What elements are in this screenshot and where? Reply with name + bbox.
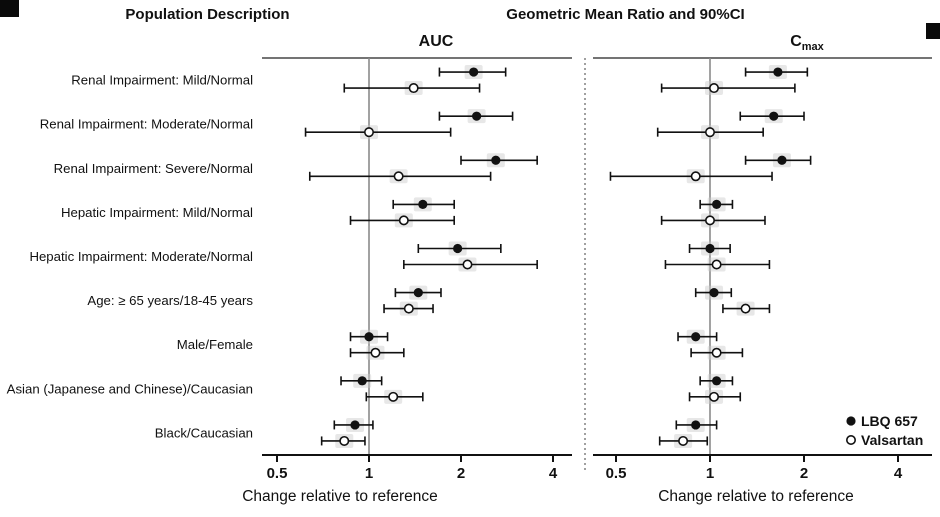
lbq657-marker — [469, 67, 479, 77]
x-axis-title: Change relative to reference — [242, 488, 438, 505]
valsartan-marker — [704, 127, 715, 138]
lbq657-marker — [418, 199, 428, 209]
category-label: Renal Impairment: Severe/Normal — [54, 161, 253, 176]
legend-label: Valsartan — [861, 432, 923, 448]
valsartan-marker — [709, 391, 720, 402]
lbq657-marker — [773, 67, 783, 77]
lbq657-marker — [769, 111, 779, 121]
panel-auc: AUC 0.5 1 2 4 Change relative to reference — [242, 33, 572, 505]
lbq657-marker — [712, 376, 722, 386]
valsartan-marker — [398, 215, 409, 226]
valsartan-marker — [339, 435, 350, 446]
lbq657-marker — [691, 420, 701, 430]
x-axis-title: Change relative to reference — [658, 488, 854, 505]
valsartan-marker — [388, 391, 399, 402]
panel-cmax: Cmax 0.5 1 2 4 Change relative to reference — [593, 33, 932, 505]
x-tick-label: 1 — [365, 465, 373, 482]
legend-open-circle-icon — [845, 434, 856, 445]
valsartan-marker — [403, 303, 414, 314]
x-tick-label: 0.5 — [606, 465, 627, 482]
lbq657-marker — [472, 111, 482, 121]
valsartan-marker — [363, 127, 374, 138]
x-tick-label: 4 — [894, 465, 903, 482]
x-tick-label: 4 — [549, 465, 558, 482]
category-label: Hepatic Impairment: Mild/Normal — [61, 205, 253, 220]
category-label: Renal Impairment: Mild/Normal — [71, 73, 253, 88]
category-label: Black/Caucasian — [155, 425, 253, 440]
legend-label: LBQ 657 — [861, 413, 918, 429]
panel-title: Cmax — [790, 33, 824, 53]
lbq657-marker — [350, 420, 360, 430]
legend: LBQ 657 Valsartan — [845, 413, 923, 448]
valsartan-marker — [704, 215, 715, 226]
valsartan-marker — [393, 171, 404, 182]
valsartan-marker — [678, 435, 689, 446]
lbq657-marker — [691, 332, 701, 342]
category-label: Renal Impairment: Moderate/Normal — [40, 117, 253, 132]
lbq657-marker — [413, 288, 423, 298]
valsartan-marker — [711, 259, 722, 270]
category-label: Age: ≥ 65 years/18-45 years — [87, 293, 253, 308]
lbq657-marker — [491, 155, 501, 165]
x-tick-label: 1 — [706, 465, 714, 482]
valsartan-marker — [462, 259, 473, 270]
category-label: Male/Female — [177, 337, 253, 352]
valsartan-marker — [370, 347, 381, 358]
category-label: Hepatic Impairment: Moderate/Normal — [29, 249, 253, 264]
lbq657-marker — [705, 243, 715, 254]
valsartan-marker — [740, 303, 751, 314]
panel-title: AUC — [419, 33, 454, 50]
column-header-geometric-mean-ratio: Geometric Mean Ratio and 90%CI — [506, 6, 745, 23]
x-tick-label: 0.5 — [267, 465, 288, 482]
x-tick-label: 2 — [457, 465, 465, 482]
lbq657-marker — [712, 199, 722, 209]
lbq657-marker — [709, 288, 719, 298]
scan-artifact — [0, 0, 19, 17]
column-header-population-description: Population Description — [125, 6, 290, 23]
x-tick-label: 2 — [800, 465, 808, 482]
category-label: Asian (Japanese and Chinese)/Caucasian — [7, 381, 253, 396]
scan-artifact — [926, 23, 940, 39]
valsartan-marker — [711, 347, 722, 358]
valsartan-marker — [690, 171, 701, 182]
lbq657-marker — [453, 243, 463, 254]
lbq657-marker — [357, 376, 367, 386]
lbq657-marker — [364, 332, 374, 342]
valsartan-marker — [408, 83, 419, 94]
lbq657-marker — [777, 155, 787, 165]
valsartan-marker — [709, 83, 720, 94]
legend-filled-circle-icon — [846, 416, 856, 426]
